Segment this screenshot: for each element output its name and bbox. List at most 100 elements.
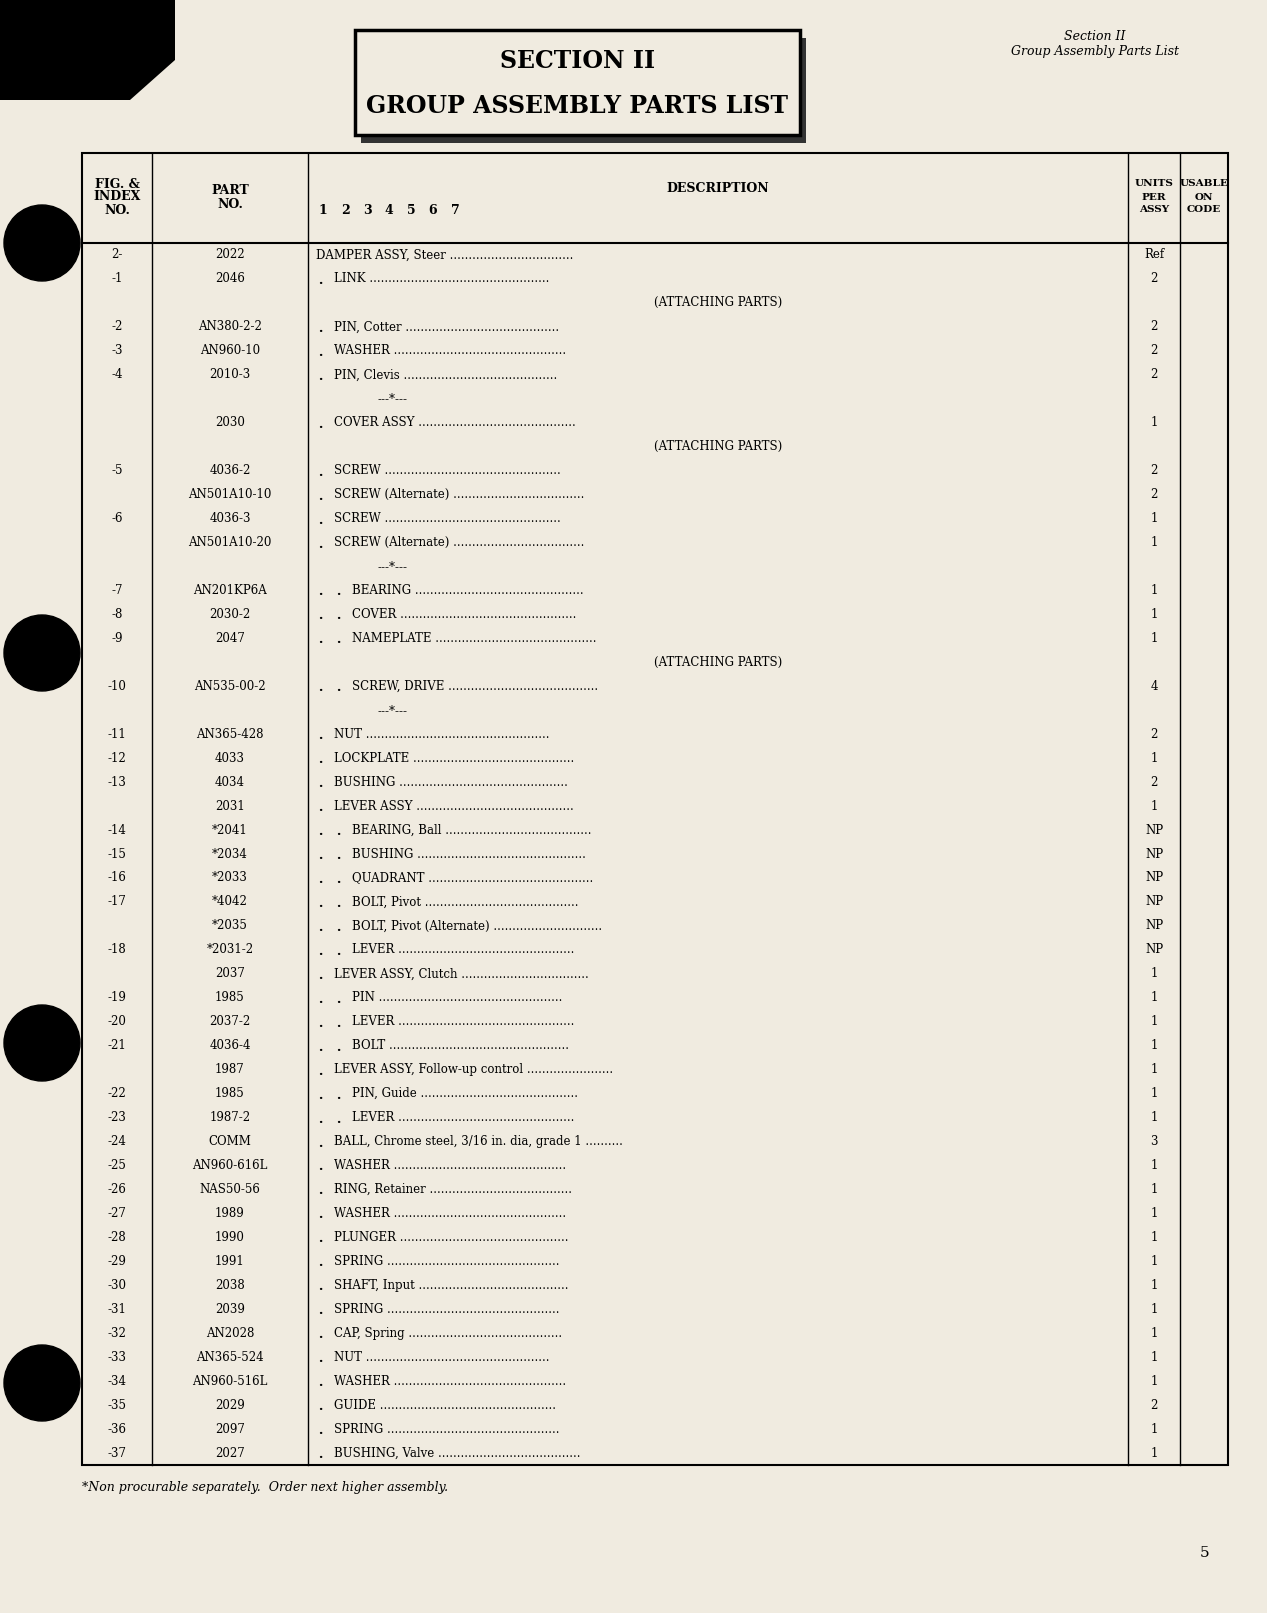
Text: .: .	[317, 726, 323, 744]
Text: SCREW, DRIVE ........................................: SCREW, DRIVE ...........................…	[352, 679, 598, 692]
Text: -29: -29	[108, 1255, 127, 1268]
Text: CAP, Spring .........................................: CAP, Spring ............................…	[334, 1327, 563, 1340]
Text: .: .	[317, 318, 323, 336]
Text: SPRING ..............................................: SPRING .................................…	[334, 1423, 560, 1436]
Text: NO.: NO.	[217, 198, 243, 211]
Text: -31: -31	[108, 1303, 127, 1316]
Text: .: .	[317, 1276, 323, 1294]
Text: T.O. 4SA2-5-4: T.O. 4SA2-5-4	[494, 35, 585, 48]
Text: .: .	[317, 1348, 323, 1366]
Text: .: .	[317, 773, 323, 790]
Text: 1: 1	[1150, 416, 1158, 429]
Text: .: .	[317, 1397, 323, 1415]
Text: PIN, Guide ..........................................: PIN, Guide .............................…	[352, 1087, 578, 1100]
Text: QUADRANT ............................................: QUADRANT ...............................…	[352, 871, 593, 884]
Text: AN535-00-2: AN535-00-2	[194, 679, 266, 692]
Text: .: .	[317, 1061, 323, 1079]
Text: SCREW (Alternate) ...................................: SCREW (Alternate) ......................…	[334, 489, 584, 502]
Text: 1991: 1991	[215, 1255, 245, 1268]
Text: .: .	[317, 1300, 323, 1318]
Text: 1: 1	[1150, 1255, 1158, 1268]
Text: .: .	[317, 1205, 323, 1223]
Text: .: .	[317, 366, 323, 384]
Text: .: .	[317, 940, 323, 958]
Text: .: .	[334, 989, 341, 1007]
Text: .: .	[317, 1181, 323, 1198]
Text: 1: 1	[1150, 968, 1158, 981]
Text: PIN, Clevis .........................................: PIN, Clevis ............................…	[334, 368, 557, 381]
Text: .: .	[317, 486, 323, 503]
Text: 1: 1	[1150, 1087, 1158, 1100]
Text: 1: 1	[1150, 752, 1158, 765]
Text: -18: -18	[108, 944, 127, 957]
Text: 1985: 1985	[215, 992, 245, 1005]
Text: BUSHING .............................................: BUSHING ................................…	[334, 776, 568, 789]
Text: .: .	[317, 581, 323, 600]
Text: AN501A10-10: AN501A10-10	[189, 489, 271, 502]
Text: Ref: Ref	[1144, 248, 1164, 261]
FancyBboxPatch shape	[355, 31, 799, 135]
Text: .: .	[334, 1037, 341, 1055]
Text: .: .	[317, 269, 323, 289]
Text: .: .	[317, 1324, 323, 1342]
Text: 6: 6	[428, 203, 437, 216]
Text: LEVER ...............................................: LEVER ..................................…	[352, 1015, 574, 1027]
Text: .: .	[317, 1108, 323, 1126]
Text: -37: -37	[108, 1447, 127, 1460]
Text: DAMPER ASSY, Steer .................................: DAMPER ASSY, Steer .....................…	[315, 248, 574, 261]
Text: .: .	[334, 940, 341, 958]
Text: .: .	[317, 605, 323, 623]
Text: .: .	[317, 845, 323, 863]
Text: 4: 4	[1150, 679, 1158, 692]
Text: INDEX: INDEX	[94, 190, 141, 203]
Text: NO.: NO.	[104, 203, 131, 216]
Text: AN960-516L: AN960-516L	[193, 1374, 267, 1387]
Text: .: .	[317, 1444, 323, 1461]
Text: .: .	[317, 534, 323, 552]
Text: BEARING .............................................: BEARING ................................…	[352, 584, 584, 597]
Text: 2039: 2039	[215, 1303, 245, 1316]
Text: ON: ON	[1195, 192, 1214, 202]
Text: 2: 2	[1150, 489, 1158, 502]
Text: .: .	[334, 677, 341, 695]
Text: 1: 1	[1150, 511, 1158, 526]
Text: LINK ................................................: LINK ...................................…	[334, 273, 550, 286]
Text: WASHER ..............................................: WASHER .................................…	[334, 1374, 566, 1387]
Text: *Non procurable separately.  Order next higher assembly.: *Non procurable separately. Order next h…	[82, 1481, 449, 1494]
Text: SPRING ..............................................: SPRING .................................…	[334, 1255, 560, 1268]
Text: -5: -5	[111, 465, 123, 477]
Text: -2: -2	[111, 321, 123, 334]
Text: SPRING ..............................................: SPRING .................................…	[334, 1303, 560, 1316]
Text: 1: 1	[1150, 1015, 1158, 1027]
Text: 1: 1	[1150, 608, 1158, 621]
Text: SCREW (Alternate) ...................................: SCREW (Alternate) ......................…	[334, 536, 584, 548]
Text: Group Assembly Parts List: Group Assembly Parts List	[1011, 45, 1180, 58]
Text: RING, Retainer ......................................: RING, Retainer .........................…	[334, 1182, 571, 1195]
Text: -12: -12	[108, 752, 127, 765]
Text: *2041: *2041	[212, 824, 248, 837]
Text: .: .	[334, 629, 341, 647]
Text: NAMEPLATE ...........................................: NAMEPLATE ..............................…	[352, 632, 597, 645]
Text: .: .	[317, 869, 323, 887]
Text: -24: -24	[108, 1136, 127, 1148]
Text: .: .	[317, 916, 323, 936]
Text: .: .	[317, 894, 323, 911]
Circle shape	[4, 205, 80, 281]
Circle shape	[4, 1005, 80, 1081]
Text: 2097: 2097	[215, 1423, 245, 1436]
Text: WASHER ..............................................: WASHER .................................…	[334, 344, 566, 358]
Text: PER: PER	[1142, 192, 1167, 202]
Text: 1: 1	[1150, 992, 1158, 1005]
Text: 2038: 2038	[215, 1279, 245, 1292]
Text: 1: 1	[1150, 800, 1158, 813]
Text: 2: 2	[1150, 776, 1158, 789]
Text: AN365-524: AN365-524	[196, 1350, 264, 1363]
Text: FIG. &: FIG. &	[95, 177, 139, 190]
Text: 2029: 2029	[215, 1398, 245, 1411]
Text: .: .	[317, 821, 323, 839]
Text: NUT .................................................: NUT ....................................…	[334, 727, 550, 740]
Text: 5: 5	[407, 203, 416, 216]
Text: 4036-3: 4036-3	[209, 511, 251, 526]
Text: LEVER ...............................................: LEVER ..................................…	[352, 1111, 574, 1124]
Text: -19: -19	[108, 992, 127, 1005]
